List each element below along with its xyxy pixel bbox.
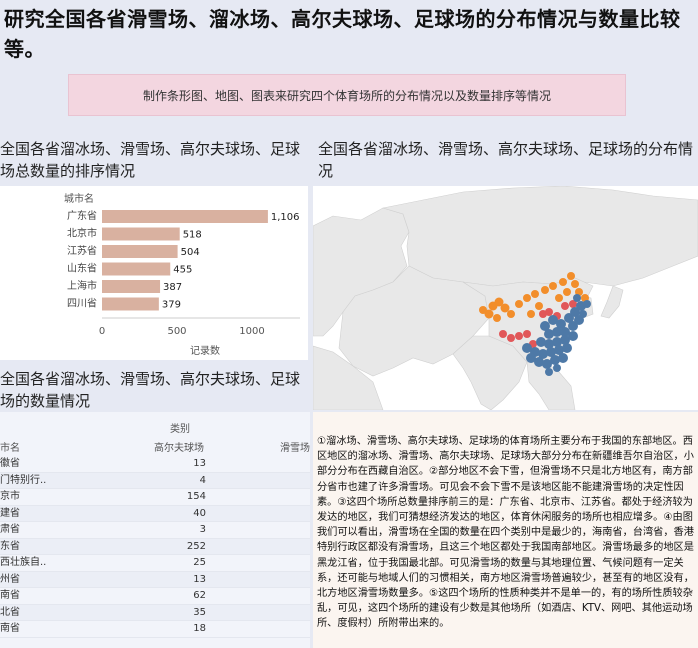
x-tick-label: 0 (99, 326, 105, 337)
analysis-text: ①溜冰场、滑雪场、高尔夫球场、足球场的体育场所主要分布于我国的东部地区。西区地区… (313, 412, 698, 648)
bar[interactable] (102, 280, 161, 293)
landmass-india (452, 335, 528, 410)
table-row[interactable]: 北省 35 (0, 604, 310, 621)
bar[interactable] (102, 245, 178, 258)
bar-category-label: 上海市 (67, 279, 97, 292)
bar-value-label: 1,106 (271, 212, 300, 223)
golf-count-cell: 4 (199, 474, 206, 486)
province-cell: 南省 (0, 590, 20, 601)
table-row[interactable]: 门特别行.. 4 (0, 472, 310, 489)
province-cell: 门特别行.. (0, 474, 47, 486)
bar-chart-title: 全国各省溜冰场、滑雪场、高尔夫球场、足球场总数量的排序情况 (0, 140, 301, 180)
golf-count-cell: 35 (193, 606, 206, 618)
bar[interactable] (102, 210, 268, 223)
bar[interactable] (102, 297, 159, 311)
golf-count-cell: 13 (193, 458, 206, 469)
count-table[interactable]: 类别 市名 高尔夫球场 滑雪场 徽省 13 门特别行.. 4 京市 154 建省 40 肃省 3 东… (0, 412, 310, 648)
description-banner: 制作条形图、地图、图表来研究四个体育场所的分布情况以及数量排序等情况 (68, 74, 626, 116)
column-header-ski[interactable]: 滑雪场 (280, 443, 310, 454)
landmass-japan (600, 285, 624, 319)
golf-count-cell: 13 (193, 573, 206, 585)
golf-count-cell: 18 (193, 623, 206, 634)
bar-category-label: 广东省 (67, 209, 97, 222)
bar-chart-panel[interactable]: 城市名广东省 1,106 北京市 518 江苏省 504 山东省 455 上海市 387 四川省 37… (0, 186, 308, 360)
province-cell: 建省 (0, 507, 20, 519)
province-cell: 京市 (0, 491, 20, 502)
column-header-golf[interactable]: 高尔夫球场 (154, 443, 204, 454)
row-header: 市名 (0, 443, 20, 454)
bar-value-label: 379 (162, 300, 181, 311)
golf-count-cell: 62 (193, 590, 206, 601)
landmass-africa (313, 345, 384, 410)
category-header: 类别 (170, 424, 190, 435)
bar-category-label: 四川省 (67, 297, 97, 310)
banner-text: 制作条形图、地图、图表来研究四个体育场所的分布情况以及数量排序等情况 (142, 88, 551, 103)
province-cell: 徽省 (0, 458, 20, 469)
province-cell: 东省 (0, 540, 20, 552)
golf-count-cell: 3 (199, 524, 206, 535)
table-row[interactable]: 西壮族自.. 25 (0, 555, 310, 572)
map-title: 全国各省溜冰场、滑雪场、高尔夫球场、足球场的分布情况 (318, 140, 694, 180)
map-points-blue (522, 294, 591, 376)
golf-count-cell: 40 (193, 507, 206, 519)
province-cell: 北省 (0, 606, 20, 618)
table-row[interactable]: 徽省 13 (0, 456, 310, 473)
x-tick-label: 1000 (239, 326, 264, 337)
x-axis-label: 记录数 (190, 344, 220, 357)
bar[interactable] (102, 227, 180, 241)
bar[interactable] (102, 262, 171, 276)
bar-value-label: 455 (173, 265, 192, 276)
bar-value-label: 504 (181, 247, 200, 258)
table-row[interactable]: 京市 154 (0, 489, 310, 506)
province-cell: 州省 (0, 573, 20, 585)
golf-count-cell: 252 (186, 540, 206, 552)
province-cell: 西壮族自.. (0, 557, 47, 568)
landmass-north-asia (382, 186, 698, 287)
table-row[interactable]: 州省 13 (0, 571, 310, 588)
count-table-title: 全国各省溜冰场、滑雪场、高尔夫球场、足球场的数量情况 (0, 370, 301, 410)
bar-category-label: 山东省 (67, 262, 97, 275)
landmass-europe (313, 207, 410, 337)
table-row[interactable]: 肃省 3 (0, 522, 310, 539)
table-row[interactable]: 东省 252 (0, 538, 310, 555)
bar-value-label: 387 (163, 282, 182, 293)
bar-category-label: 北京市 (67, 227, 97, 240)
map-canvas[interactable] (313, 186, 698, 410)
bar-category-label: 江苏省 (67, 244, 97, 257)
table-row[interactable]: 南省 62 (0, 588, 310, 605)
province-cell: 肃省 (0, 524, 20, 535)
bar-value-label: 518 (183, 230, 202, 241)
y-field-label: 城市名 (64, 192, 94, 205)
table-row[interactable]: 建省 40 (0, 505, 310, 522)
golf-count-cell: 25 (193, 557, 206, 568)
golf-count-cell: 154 (186, 491, 206, 502)
distribution-map[interactable] (313, 186, 698, 410)
x-tick-label: 500 (167, 326, 186, 337)
landmass-central-asia (338, 265, 490, 377)
table-row[interactable]: 南省 18 (0, 621, 310, 638)
page-title: 研究全国各省滑雪场、溜冰场、高尔夫球场、足球场的分布情况与数量比较等。 (4, 7, 681, 61)
province-cell: 南省 (0, 623, 20, 634)
map-points-orange (479, 272, 589, 322)
